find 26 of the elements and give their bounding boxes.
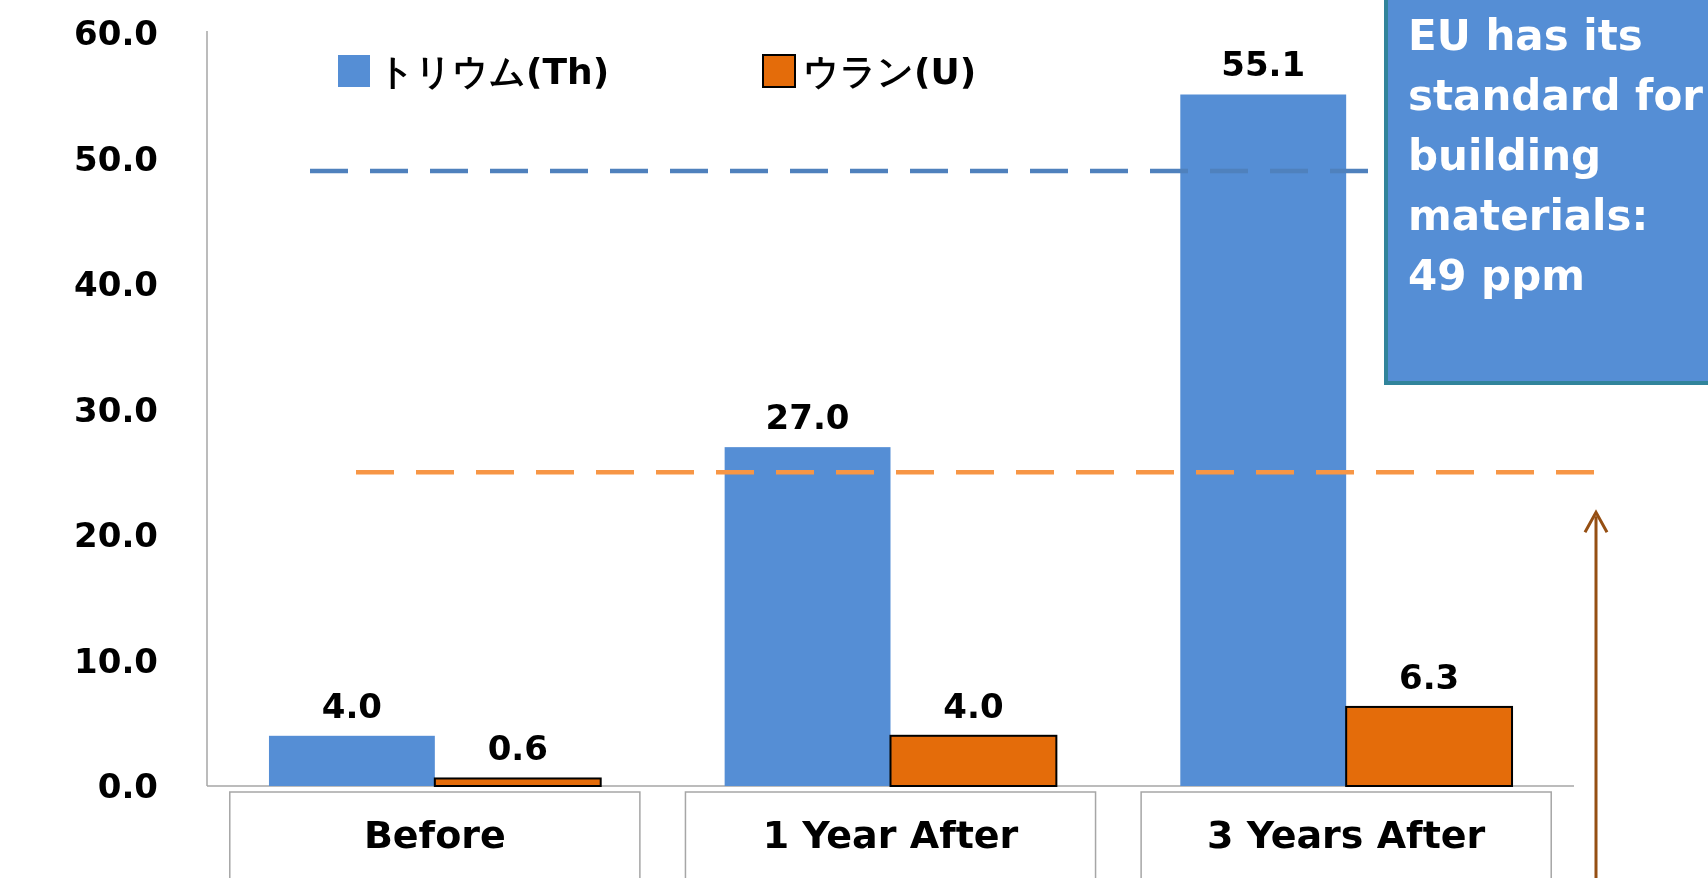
data-label: 4.0 xyxy=(943,685,1004,726)
data-label: 27.0 xyxy=(765,397,850,438)
bar xyxy=(433,777,602,787)
data-label: 6.3 xyxy=(1398,656,1460,697)
y-tick-label: 60.0 xyxy=(74,13,158,53)
bar xyxy=(724,447,891,786)
x-tick-label: 1 Year After xyxy=(762,813,1019,857)
data-label: 4.0 xyxy=(321,685,383,726)
data-label: 0.6 xyxy=(487,728,548,769)
legend-label: トリウム(Th) xyxy=(378,51,610,92)
y-tick-label: 20.0 xyxy=(74,515,158,555)
legend-label: ウラン(U) xyxy=(803,51,977,92)
y-tick-label: 40.0 xyxy=(74,264,158,304)
ref-line-label: EU has its standard for building materials: 49 ppm xyxy=(1408,11,1704,300)
x-tick-label: 3 Years After xyxy=(1207,813,1486,857)
bar xyxy=(889,734,1058,787)
y-tick-label: 10.0 xyxy=(74,640,158,681)
bar xyxy=(268,735,435,786)
y-tick-label: 30.0 xyxy=(74,389,158,430)
label-box: EU has its standard for building materials: 49 ppm xyxy=(1384,0,1708,385)
data-label: 55.1 xyxy=(1221,44,1306,85)
bar xyxy=(1345,705,1514,787)
y-tick-label: 50.0 xyxy=(74,138,158,179)
x-tick-label: Before xyxy=(363,813,506,857)
y-tick-label: 0.0 xyxy=(97,766,158,806)
bar xyxy=(1180,94,1347,786)
